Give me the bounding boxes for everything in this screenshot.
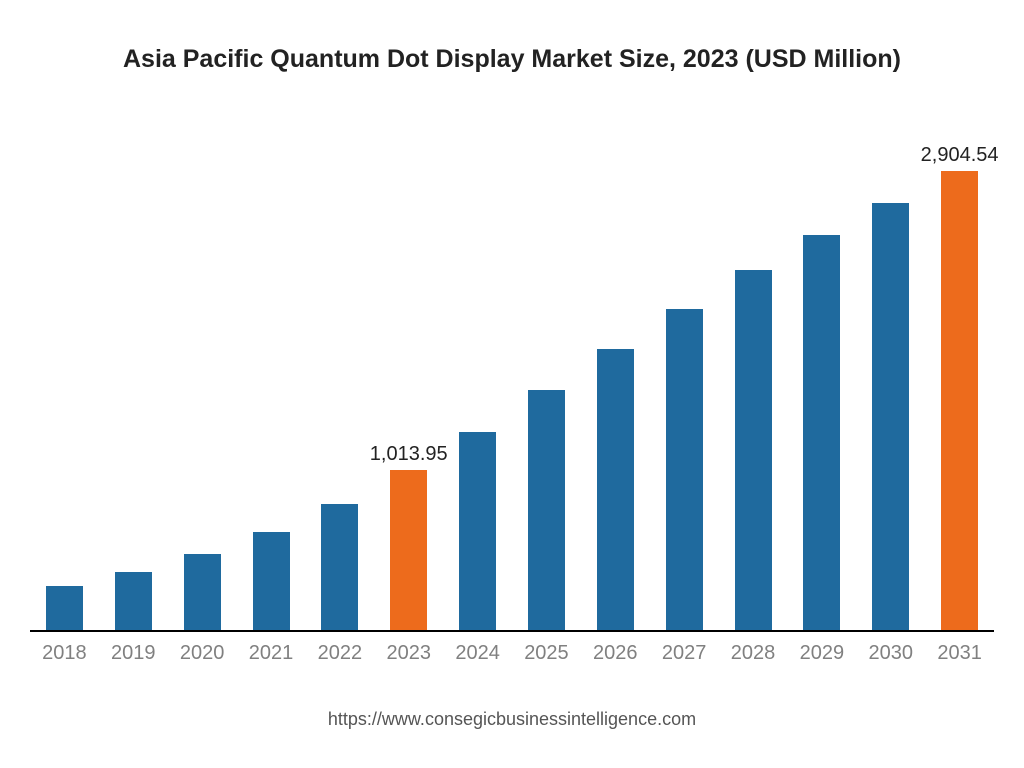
bar-slot: 2021 [237,140,306,630]
bar [253,532,290,630]
bar [528,390,565,630]
bar [941,171,978,630]
bar [597,349,634,630]
bar [115,572,152,630]
bar-value-label: 2,904.54 [921,144,999,167]
bar [46,586,83,630]
x-axis-label: 2023 [386,642,431,665]
source-footer: https://www.consegicbusinessintelligence… [0,709,1024,730]
x-axis-label: 2021 [249,642,294,665]
bar [184,554,221,630]
x-axis-label: 2031 [937,642,982,665]
plot-area: 201820192020202120221,013.95202320242025… [30,140,994,632]
bar-slot: 2025 [512,140,581,630]
bar [803,235,840,630]
x-axis-label: 2029 [800,642,845,665]
bar-slot: 2018 [30,140,99,630]
x-axis-label: 2024 [455,642,500,665]
bar [459,432,496,630]
bars-row: 201820192020202120221,013.95202320242025… [30,140,994,630]
x-axis-label: 2030 [868,642,913,665]
bar [872,203,909,630]
x-axis-label: 2018 [42,642,87,665]
bar-slot: 2030 [856,140,925,630]
x-axis-label: 2020 [180,642,225,665]
bar [390,470,427,630]
bar-slot: 2026 [581,140,650,630]
bar-slot: 2024 [443,140,512,630]
x-axis-label: 2026 [593,642,638,665]
bar [735,270,772,630]
bar [666,309,703,630]
x-axis-label: 2019 [111,642,156,665]
bar-slot: 2022 [305,140,374,630]
x-axis-label: 2022 [318,642,363,665]
bar-value-label: 1,013.95 [370,443,448,466]
x-axis-label: 2025 [524,642,569,665]
bar-slot: 2028 [719,140,788,630]
bar-slot: 2027 [650,140,719,630]
bar-slot: 1,013.952023 [374,140,443,630]
bar-slot: 2,904.542031 [925,140,994,630]
bar [321,504,358,630]
bar-slot: 2029 [787,140,856,630]
bar-slot: 2019 [99,140,168,630]
chart-container: Asia Pacific Quantum Dot Display Market … [0,0,1024,768]
bar-slot: 2020 [168,140,237,630]
x-axis-label: 2028 [731,642,776,665]
chart-title: Asia Pacific Quantum Dot Display Market … [0,45,1024,74]
x-axis-label: 2027 [662,642,707,665]
